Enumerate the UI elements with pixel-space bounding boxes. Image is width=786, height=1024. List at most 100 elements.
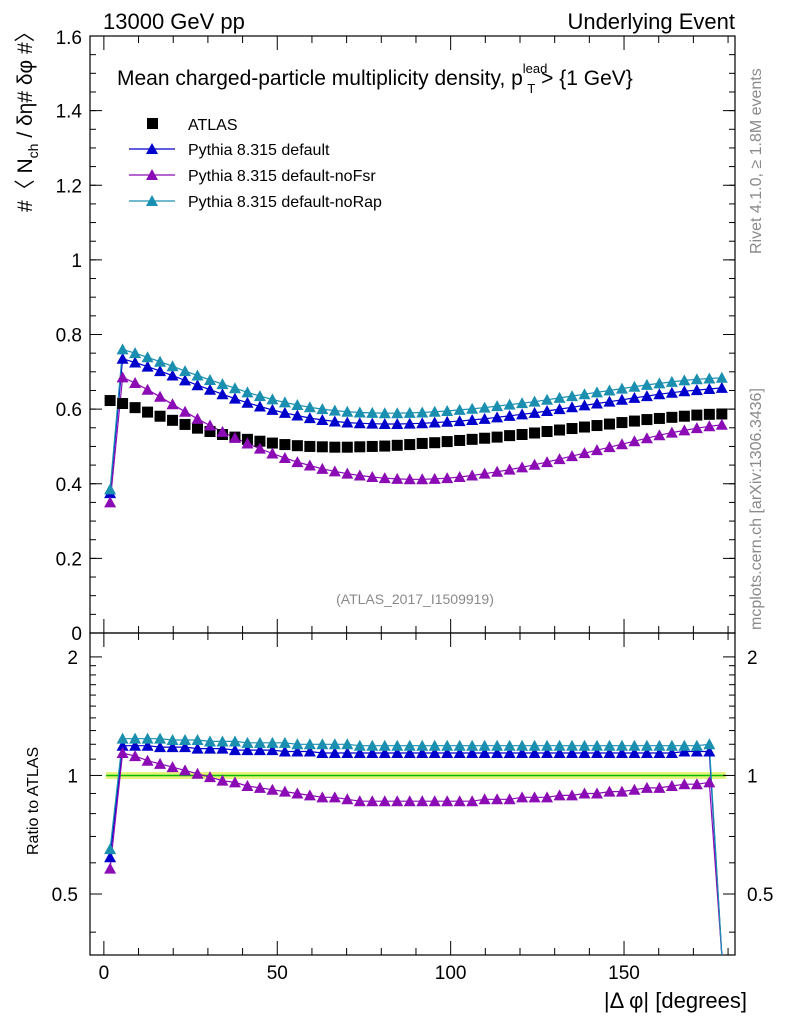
main-point-pythia-8-315-default: [303, 412, 316, 424]
ratio-point-pythia-8-315-default: [491, 747, 504, 759]
main-point-atlas: [653, 412, 665, 424]
legend-marker-nofsr: [146, 169, 158, 180]
ratio-point-pythia-8-315-default-norap: [541, 739, 554, 751]
ratio-point-pythia-8-315-default-norap: [453, 739, 466, 751]
main-point-pythia-8-315-default-nofsr: [241, 437, 254, 449]
main-point-pythia-8-315-default-norap: [116, 343, 129, 355]
analysis-watermark: (ATLAS_2017_I1509919): [336, 591, 494, 607]
ratio-point-pythia-8-315-default: [328, 747, 341, 759]
main-point-pythia-8-315-default-norap: [403, 406, 416, 418]
ratio-point-pythia-8-315-default-norap: [441, 739, 454, 751]
ratio-point-pythia-8-315-default: [478, 747, 491, 759]
main-series-group: [104, 343, 728, 508]
ratio-point-pythia-8-315-default-norap: [278, 736, 291, 748]
ratio-point-pythia-8-315-default: [528, 747, 541, 759]
main-point-pythia-8-315-default-nofsr: [715, 418, 728, 430]
main-point-pythia-8-315-default-norap: [528, 395, 541, 407]
ratio-point-pythia-8-315-default-nofsr: [228, 776, 241, 788]
legend-label-norap: Pythia 8.315 default-noRap: [188, 194, 382, 211]
ratio-point-pythia-8-315-default: [203, 742, 216, 754]
main-point-pythia-8-315-default-nofsr: [328, 465, 341, 477]
main-point-pythia-8-315-default-nofsr: [353, 469, 366, 481]
main-point-atlas: [117, 398, 129, 410]
main-point-pythia-8-315-default-nofsr: [366, 471, 379, 483]
ratio-point-pythia-8-315-default-norap: [478, 739, 491, 751]
header-analysis-label: Underlying Event: [567, 9, 735, 34]
ratio-point-pythia-8-315-default-nofsr: [503, 793, 516, 805]
ratio-point-pythia-8-315-default-norap: [353, 739, 366, 751]
ratio-point-pythia-8-315-default-norap: [578, 739, 591, 751]
ratio-point-pythia-8-315-default: [640, 747, 653, 759]
main-point-pythia-8-315-default: [516, 408, 529, 420]
main-point-pythia-8-315-default-norap: [278, 396, 291, 408]
ratio-point-pythia-8-315-default-norap: [203, 735, 216, 747]
main-point-atlas: [529, 427, 541, 439]
ratio-point-pythia-8-315-default-norap: [191, 734, 204, 746]
ratio-point-pythia-8-315-default: [416, 747, 429, 759]
ratio-point-pythia-8-315-default: [615, 747, 628, 759]
main-point-pythia-8-315-default-nofsr: [291, 456, 304, 468]
main-point-pythia-8-315-default-nofsr: [578, 447, 591, 459]
ratio-point-pythia-8-315-default-nofsr: [166, 761, 179, 773]
main-point-pythia-8-315-default-norap: [266, 393, 279, 405]
main-point-atlas: [441, 436, 453, 448]
main-point-pythia-8-315-default: [491, 411, 504, 423]
main-point-atlas: [179, 418, 191, 430]
ratio-point-pythia-8-315-default-norap: [516, 739, 529, 751]
main-point-pythia-8-315-default-norap: [503, 398, 516, 410]
main-point-atlas: [129, 402, 141, 414]
main-point-pythia-8-315-default: [154, 365, 167, 377]
main-point-pythia-8-315-default: [416, 417, 429, 429]
ratio-point-pythia-8-315-default: [116, 739, 129, 751]
ratio-point-pythia-8-315-default: [603, 747, 616, 759]
legend-label-default: Pythia 8.315 default: [188, 142, 330, 159]
ratio-point-pythia-8-315-default-norap: [179, 734, 192, 746]
ratio-point-pythia-8-315-default-nofsr: [615, 785, 628, 797]
main-plot-title: Mean charged-particle multiplicity densi…: [117, 61, 633, 96]
main-point-pythia-8-315-default-nofsr: [378, 472, 391, 484]
ratio-point-pythia-8-315-default-norap: [590, 739, 603, 751]
ratio-point-pythia-8-315-default-nofsr: [690, 778, 703, 790]
ratio-point-pythia-8-315-default-nofsr: [578, 787, 591, 799]
main-point-pythia-8-315-default-nofsr: [441, 472, 454, 484]
main-point-pythia-8-315-default-nofsr: [491, 465, 504, 477]
ratio-point-pythia-8-315-default-nofsr: [566, 789, 579, 801]
main-point-pythia-8-315-default: [541, 404, 554, 416]
main-point-atlas: [391, 439, 403, 451]
main-y-tick-label: 1.2: [56, 176, 82, 197]
main-point-atlas: [504, 430, 516, 442]
ratio-point-pythia-8-315-default-nofsr: [303, 789, 316, 801]
main-point-pythia-8-315-default-norap: [353, 406, 366, 418]
main-point-pythia-8-315-default-nofsr: [553, 453, 566, 465]
ratio-point-pythia-8-315-default-nofsr: [291, 787, 304, 799]
main-point-pythia-8-315-default: [353, 417, 366, 429]
main-y-tick-label: 0.2: [56, 549, 82, 570]
main-point-pythia-8-315-default: [528, 406, 541, 418]
ratio-point-pythia-8-315-default-nofsr: [316, 791, 329, 803]
main-point-pythia-8-315-default-nofsr: [341, 467, 354, 479]
ratio-point-pythia-8-315-default: [154, 741, 167, 753]
ratio-point-pythia-8-315-default: [316, 747, 329, 759]
main-point-pythia-8-315-default: [341, 416, 354, 428]
legend-marker-norap: [146, 195, 158, 206]
main-point-atlas: [379, 440, 391, 452]
ratio-point-pythia-8-315-default-nofsr: [241, 780, 254, 792]
ratio-point-pythia-8-315-default-norap: [640, 739, 653, 751]
main-y-tick-label: 1.6: [56, 28, 82, 49]
ratio-point-pythia-8-315-default-nofsr: [590, 787, 603, 799]
main-point-pythia-8-315-default-nofsr: [253, 442, 266, 454]
main-point-pythia-8-315-default: [428, 416, 441, 428]
ratio-point-pythia-8-315-default-nofsr: [104, 862, 117, 874]
ratio-point-pythia-8-315-default: [578, 747, 591, 759]
main-point-pythia-8-315-default: [391, 418, 404, 430]
main-point-pythia-8-315-default: [241, 396, 254, 408]
ratio-point-pythia-8-315-default-nofsr: [678, 778, 691, 790]
main-point-pythia-8-315-default-nofsr: [503, 463, 516, 475]
ratio-point-pythia-8-315-default: [665, 747, 678, 759]
main-point-pythia-8-315-default-nofsr: [516, 461, 529, 473]
ratio-point-pythia-8-315-default-norap: [528, 739, 541, 751]
ratio-point-pythia-8-315-default-nofsr: [378, 795, 391, 807]
main-point-pythia-8-315-default: [553, 403, 566, 415]
main-point-atlas: [204, 426, 216, 438]
